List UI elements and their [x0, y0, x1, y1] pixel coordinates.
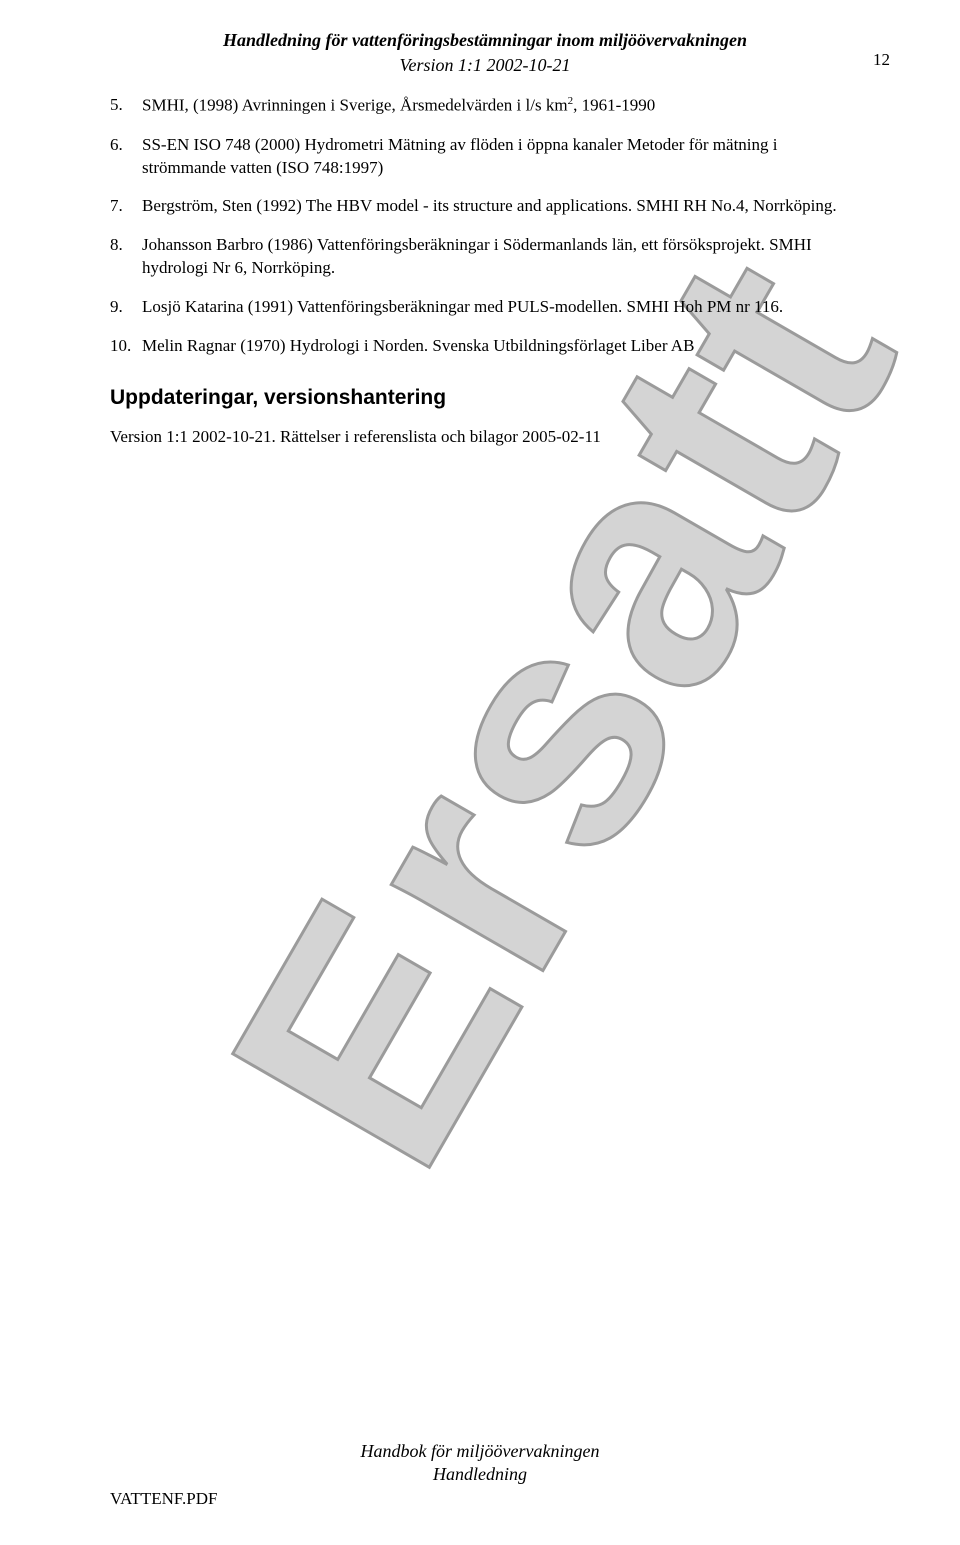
- section-heading: Uppdateringar, versionshantering: [110, 386, 860, 410]
- reference-text: SS-EN ISO 748 (2000) Hydrometri Mätning …: [142, 134, 860, 180]
- reference-number: 7.: [110, 195, 142, 218]
- section-body: Version 1:1 2002-10-21. Rättelser i refe…: [110, 426, 860, 449]
- footer-line-2: Handledning: [0, 1463, 960, 1486]
- reference-item: 9. Losjö Katarina (1991) Vattenföringsbe…: [110, 296, 860, 319]
- reference-number: 6.: [110, 134, 142, 180]
- reference-number: 8.: [110, 234, 142, 280]
- reference-number: 5.: [110, 94, 142, 118]
- reference-item: 6. SS-EN ISO 748 (2000) Hydrometri Mätni…: [110, 134, 860, 180]
- reference-item: 8. Johansson Barbro (1986) Vattenförings…: [110, 234, 860, 280]
- document-header-title: Handledning för vattenföringsbestämninga…: [110, 30, 860, 51]
- reference-text: Losjö Katarina (1991) Vattenföringsberäk…: [142, 296, 860, 319]
- reference-item: 10. Melin Ragnar (1970) Hydrologi i Nord…: [110, 335, 860, 358]
- reference-item: 5. SMHI, (1998) Avrinningen i Sverige, Å…: [110, 94, 860, 118]
- reference-text: Johansson Barbro (1986) Vattenföringsber…: [142, 234, 860, 280]
- page-footer: Handbok för miljöövervakningen Handledni…: [0, 1440, 960, 1485]
- reference-number: 10.: [110, 335, 142, 358]
- reference-number: 9.: [110, 296, 142, 319]
- references-list: 5. SMHI, (1998) Avrinningen i Sverige, Å…: [110, 94, 860, 358]
- document-page: 12 Handledning för vattenföringsbestämni…: [0, 0, 960, 489]
- reference-item: 7. Bergström, Sten (1992) The HBV model …: [110, 195, 860, 218]
- page-number: 12: [873, 50, 890, 70]
- reference-text: Bergström, Sten (1992) The HBV model - i…: [142, 195, 860, 218]
- reference-text: SMHI, (1998) Avrinningen i Sverige, Årsm…: [142, 94, 860, 118]
- reference-text: Melin Ragnar (1970) Hydrologi i Norden. …: [142, 335, 860, 358]
- footer-line-1: Handbok för miljöövervakningen: [0, 1440, 960, 1463]
- document-header-version: Version 1:1 2002-10-21: [110, 55, 860, 76]
- footer-filename: VATTENF.PDF: [110, 1489, 217, 1509]
